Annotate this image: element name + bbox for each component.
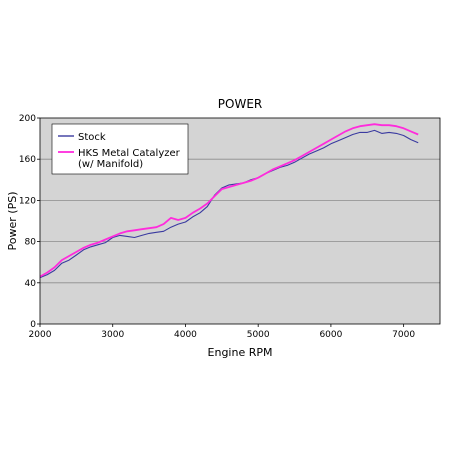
y-tick-label: 80 — [25, 238, 37, 248]
y-tick-label: 40 — [25, 279, 37, 289]
legend: Stock HKS Metal Catalyzer (w/ Manifold) — [51, 123, 189, 175]
chart-title: POWER — [218, 97, 262, 111]
legend-label-stock: Stock — [78, 132, 106, 143]
y-tick-label: 200 — [19, 114, 36, 124]
y-tick-label: 120 — [19, 196, 36, 206]
series-line-stock — [39, 129, 419, 279]
x-tick-label: 6000 — [319, 330, 342, 340]
series-line-hks — [39, 123, 419, 278]
x-tick-label: 4000 — [174, 330, 197, 340]
y-axis-label: Power (PS) — [6, 192, 19, 251]
axis-ticks: 0 40 80 120 160 200 2000 3000 4000 5000 6000 7000 — [19, 114, 416, 340]
legend-box — [51, 123, 189, 175]
legend-label-hks: HKS Metal Catalyzer (w/ Manifold) — [78, 148, 181, 170]
x-axis-label: Engine RPM — [208, 346, 273, 359]
x-tick-label: 2000 — [29, 330, 52, 340]
x-tick-label: 5000 — [247, 330, 270, 340]
x-tick-label: 3000 — [101, 330, 124, 340]
y-tick-label: 160 — [19, 155, 36, 165]
plot-frame — [39, 117, 441, 325]
series-lines — [39, 123, 419, 279]
x-tick-label: 7000 — [392, 330, 415, 340]
y-tick-label: 0 — [30, 320, 36, 330]
